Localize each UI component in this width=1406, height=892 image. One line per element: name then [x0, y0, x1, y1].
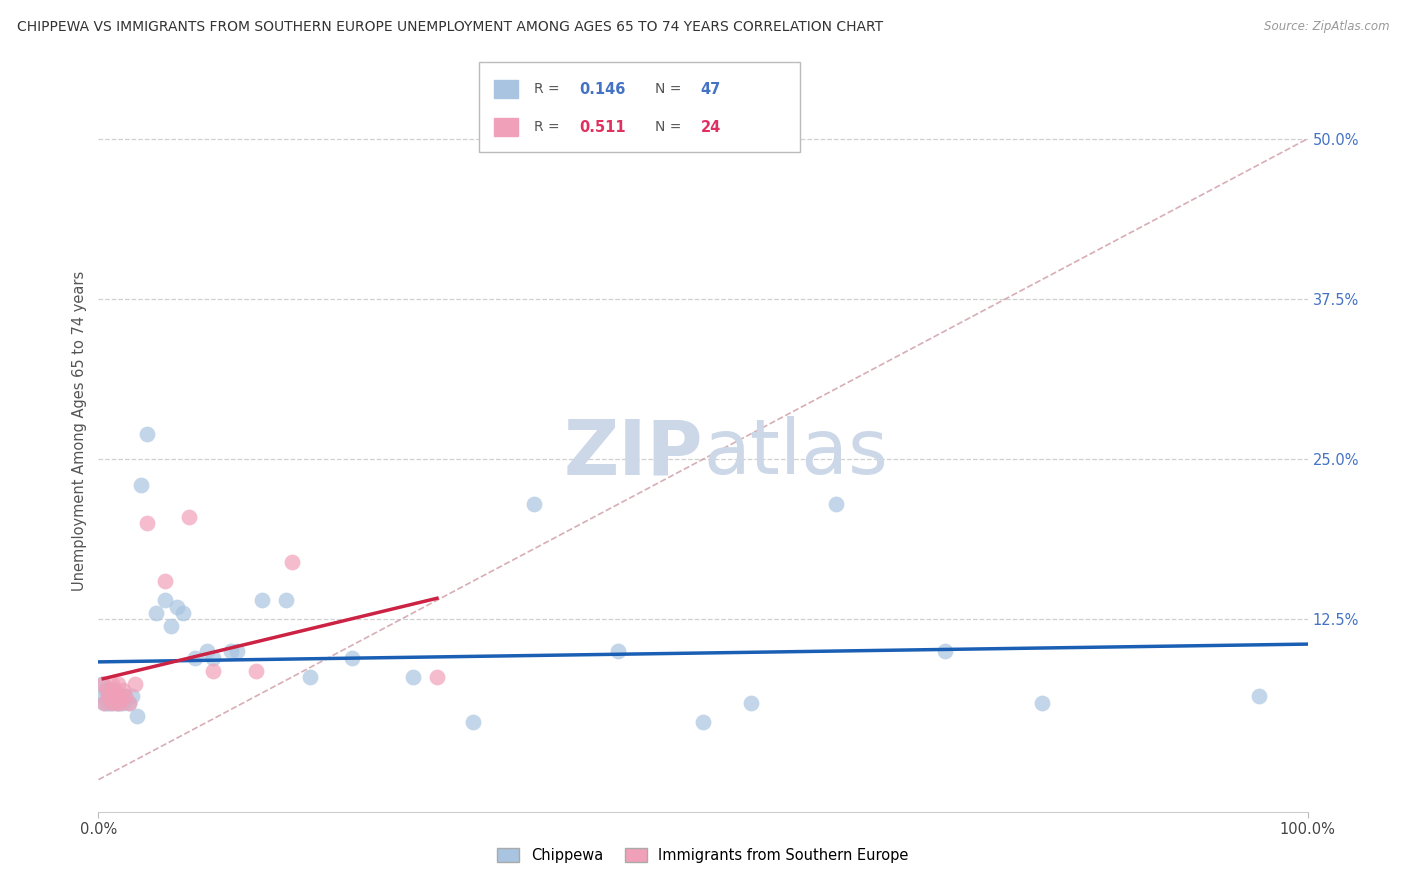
Point: [250, 593, 273, 607]
Legend: Chippewa, Immigrants from Southern Europe: Chippewa, Immigrants from Southern Europ…: [491, 843, 915, 870]
FancyBboxPatch shape: [494, 118, 517, 136]
Point: [299, 670, 322, 684]
FancyBboxPatch shape: [479, 62, 800, 152]
Point: [93, 696, 115, 710]
Point: [221, 644, 243, 658]
Point: [135, 516, 157, 531]
Point: [281, 555, 304, 569]
Point: [108, 690, 131, 704]
Point: [103, 682, 125, 697]
Point: [127, 708, 149, 723]
Point: [108, 690, 131, 704]
Point: [97, 690, 120, 704]
Y-axis label: Unemployment Among Ages 65 to 74 years: Unemployment Among Ages 65 to 74 years: [72, 270, 87, 591]
Text: N =: N =: [655, 120, 685, 135]
Point: [342, 651, 364, 665]
Point: [202, 664, 225, 678]
Point: [607, 644, 630, 658]
Point: [166, 599, 188, 614]
Point: [145, 606, 167, 620]
Point: [105, 696, 128, 710]
Point: [463, 714, 485, 729]
Point: [402, 670, 425, 684]
Point: [692, 714, 714, 729]
Point: [103, 682, 125, 697]
Point: [1031, 696, 1053, 710]
Point: [184, 651, 207, 665]
Text: CHIPPEWA VS IMMIGRANTS FROM SOUTHERN EUROPE UNEMPLOYMENT AMONG AGES 65 TO 74 YEA: CHIPPEWA VS IMMIGRANTS FROM SOUTHERN EUR…: [17, 20, 883, 34]
Point: [118, 696, 141, 710]
Point: [101, 696, 124, 710]
Text: Source: ZipAtlas.com: Source: ZipAtlas.com: [1264, 20, 1389, 33]
Point: [114, 690, 136, 704]
Point: [100, 690, 122, 704]
Point: [94, 682, 117, 697]
Point: [129, 478, 152, 492]
Point: [98, 696, 121, 710]
Point: [91, 676, 114, 690]
Point: [934, 644, 956, 658]
Point: [111, 682, 134, 697]
Point: [111, 696, 134, 710]
Text: 0.146: 0.146: [579, 82, 626, 97]
Point: [97, 690, 120, 704]
Point: [105, 696, 128, 710]
Point: [96, 696, 118, 710]
Point: [104, 690, 127, 704]
Point: [426, 670, 449, 684]
Point: [153, 593, 176, 607]
Text: 47: 47: [700, 82, 721, 97]
Point: [100, 682, 122, 697]
Text: 24: 24: [700, 120, 721, 135]
Point: [153, 574, 176, 588]
FancyBboxPatch shape: [494, 79, 517, 98]
Point: [107, 690, 129, 704]
Point: [135, 426, 157, 441]
Point: [91, 676, 114, 690]
Point: [93, 696, 115, 710]
Point: [121, 690, 143, 704]
Point: [523, 497, 546, 511]
Point: [96, 682, 118, 697]
Point: [179, 509, 201, 524]
Point: [195, 644, 218, 658]
Point: [100, 676, 122, 690]
Point: [202, 651, 225, 665]
Point: [274, 593, 297, 607]
Text: N =: N =: [655, 82, 685, 96]
Point: [245, 664, 267, 678]
Point: [108, 696, 131, 710]
Text: 0.511: 0.511: [579, 120, 626, 135]
Point: [108, 696, 131, 710]
Text: R =: R =: [534, 120, 564, 135]
Text: R =: R =: [534, 82, 564, 96]
Point: [104, 690, 127, 704]
Point: [100, 696, 122, 710]
Point: [124, 676, 146, 690]
Point: [740, 696, 762, 710]
Point: [172, 606, 194, 620]
Point: [1249, 690, 1271, 704]
Point: [825, 497, 848, 511]
Point: [101, 690, 124, 704]
Point: [226, 644, 249, 658]
Point: [107, 676, 129, 690]
Point: [91, 690, 114, 704]
Text: ZIP: ZIP: [564, 417, 703, 491]
Point: [114, 690, 136, 704]
Point: [118, 696, 141, 710]
Text: atlas: atlas: [703, 417, 887, 491]
Point: [160, 619, 183, 633]
